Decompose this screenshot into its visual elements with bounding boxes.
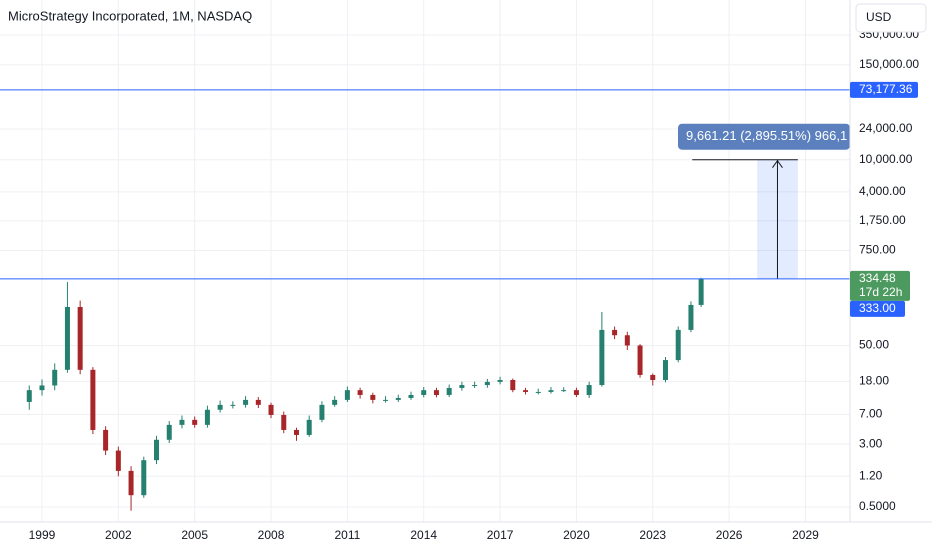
candle-body: [128, 470, 134, 496]
measure-label: 9,661.21 (2,895.51%) 966,1: [686, 128, 847, 143]
candle-body: [319, 404, 325, 420]
candle-body: [612, 329, 618, 336]
y-tick-label: 10,000.00: [859, 152, 913, 166]
candle-body: [268, 404, 274, 415]
candle-body: [675, 329, 681, 361]
x-tick-label: 1999: [29, 528, 56, 542]
last-price-badge: [850, 270, 910, 301]
candle-body: [586, 385, 592, 395]
price-level-label: 73,177.36: [859, 82, 913, 96]
candle-body: [573, 390, 579, 395]
x-tick-label: 2026: [716, 528, 743, 542]
candle-body: [472, 385, 478, 387]
y-tick-label: 18.00: [859, 374, 889, 388]
candle-body: [52, 369, 58, 386]
x-tick-label: 2011: [334, 528, 360, 542]
candle-body: [154, 439, 160, 461]
x-tick-label: 2014: [410, 528, 437, 542]
y-tick-label: 24,000.00: [859, 121, 913, 135]
candle-body: [395, 397, 401, 400]
candle-body: [650, 374, 656, 380]
candle-body: [166, 424, 172, 440]
candle-body: [484, 381, 490, 386]
candle-body: [332, 399, 338, 405]
x-tick-label: 2008: [258, 528, 285, 542]
candle-body: [306, 419, 312, 435]
candle-body: [370, 394, 376, 400]
candle-body: [217, 404, 223, 410]
y-tick-label: 1,750.00: [859, 213, 906, 227]
x-tick-label: 2020: [563, 528, 590, 542]
candle-body: [90, 369, 96, 430]
y-tick-label: 1.20: [859, 468, 883, 482]
plot: 9,661.21 (2,895.51%) 966,1: [0, 89, 850, 511]
x-tick-label: 2002: [105, 528, 132, 542]
candle-body: [141, 460, 147, 496]
price-axis: 0.5000 1.20 3.00 7.00 18.00 50.00 750.00 1,750.…: [850, 27, 919, 513]
candle-body: [230, 404, 236, 406]
candle-body: [77, 306, 83, 370]
candle-body: [357, 390, 363, 395]
candle-body: [561, 390, 567, 392]
candle-body: [255, 399, 261, 405]
candle-body: [293, 429, 299, 435]
x-tick-label: 2029: [792, 528, 819, 542]
previous-close-badge: [850, 300, 905, 317]
candle-body: [179, 419, 185, 425]
measure-label-box: [678, 123, 850, 150]
candle-body: [433, 390, 439, 395]
candle-body: [103, 429, 109, 451]
candle-body: [64, 306, 70, 370]
candle-body: [192, 419, 198, 425]
candle-body: [281, 414, 287, 430]
candle-body: [523, 390, 529, 392]
candle-body: [662, 360, 668, 380]
candle-body: [698, 278, 704, 305]
candle-body: [637, 345, 643, 375]
countdown-label: 17d 22h: [859, 285, 902, 299]
x-tick-label: 2017: [487, 528, 514, 542]
candle-body: [510, 379, 516, 391]
currency-button[interactable]: [855, 3, 927, 33]
candle-body: [115, 450, 121, 471]
y-tick-label: 7.00: [859, 407, 883, 421]
candle-body: [535, 391, 541, 393]
candle-body: [344, 390, 350, 400]
y-tick-label: 150,000.00: [859, 57, 919, 71]
currency-label[interactable]: USD: [866, 10, 892, 24]
y-tick-label: 750.00: [859, 243, 896, 257]
candle-body: [243, 399, 249, 405]
chart-title: MicroStrategy Incorporated, 1M, NASDAQ: [8, 8, 252, 23]
candle-body: [548, 390, 554, 392]
candle-body: [599, 329, 605, 386]
y-tick-label: 0.5000: [859, 499, 896, 513]
candle-body: [204, 409, 210, 425]
x-tick-label: 2005: [181, 528, 208, 542]
y-tick-label: 3.00: [859, 436, 883, 450]
candle-body: [26, 390, 32, 402]
last-price-label: 334.48: [859, 271, 896, 285]
y-tick-label: 50.00: [859, 338, 889, 352]
candle-body: [408, 394, 414, 398]
candle-body: [624, 335, 630, 346]
previous-close-label: 333.00: [859, 301, 896, 315]
candle-body: [459, 385, 465, 388]
y-tick-label: 4,000.00: [859, 184, 906, 198]
candle-body: [446, 387, 452, 395]
candle-body: [383, 399, 389, 401]
candle-body: [39, 385, 45, 391]
price-level-badge: [850, 81, 918, 98]
candle-body: [688, 304, 694, 330]
candle-body: [421, 390, 427, 395]
candle-body: [497, 379, 503, 382]
x-tick-label: 2023: [639, 528, 666, 542]
measure-arrow-head: [772, 159, 783, 169]
